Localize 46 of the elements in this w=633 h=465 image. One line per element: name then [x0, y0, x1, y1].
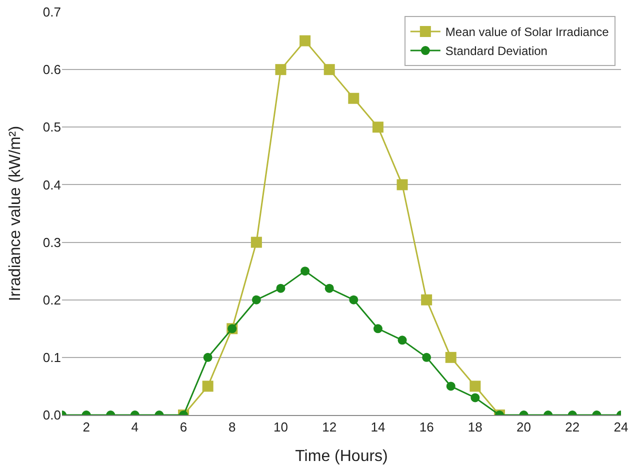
y-tick-label: 0.7	[42, 4, 61, 20]
x-tick-label: 16	[419, 420, 434, 435]
x-tick-label: 20	[516, 420, 532, 435]
point	[203, 352, 212, 362]
point	[324, 284, 334, 293]
point	[250, 236, 262, 248]
x-tick-label: 24	[614, 420, 628, 435]
point	[300, 35, 311, 46]
point	[252, 295, 261, 304]
y-tick-label: 0.2	[42, 292, 61, 308]
x-tick-label: 14	[370, 420, 386, 435]
point	[373, 324, 382, 334]
x-tick-label: 6	[180, 420, 188, 435]
y-tick-label: 0.1	[42, 350, 61, 365]
point	[422, 352, 432, 362]
y-tick-label: 0.5	[42, 120, 61, 135]
point	[349, 295, 358, 304]
point	[202, 380, 214, 392]
x-tick-label: 8	[228, 420, 236, 435]
point	[275, 64, 286, 76]
x-tick-label: 12	[322, 420, 337, 435]
x-tick-label: 4	[131, 420, 139, 435]
point	[276, 284, 286, 293]
x-tick-label: 10	[274, 420, 288, 435]
point	[396, 179, 408, 190]
x-tick-label: 2	[82, 420, 90, 435]
point	[421, 294, 432, 306]
point	[445, 352, 456, 363]
point	[470, 393, 480, 402]
x-axis-title: Time (Hours)	[295, 448, 388, 465]
legend-label: Mean value of Solar Irradiance	[445, 25, 610, 40]
point	[470, 380, 481, 392]
y-tick-label: 0.6	[42, 62, 61, 78]
point	[398, 336, 407, 345]
point	[324, 64, 335, 76]
x-tick-label: 18	[468, 420, 482, 435]
y-axis-title: Irradiance value (kW/m²)	[7, 126, 24, 302]
point	[348, 92, 360, 104]
y-tick-label: 0.3	[42, 234, 61, 250]
legend-label: Standard Deviation	[445, 44, 548, 58]
x-tick-label: 22	[565, 420, 580, 435]
point	[372, 122, 384, 133]
point	[446, 382, 456, 391]
point	[300, 266, 310, 276]
y-tick-label: 0.0	[42, 408, 61, 423]
y-tick-label: 0.4	[42, 177, 61, 192]
